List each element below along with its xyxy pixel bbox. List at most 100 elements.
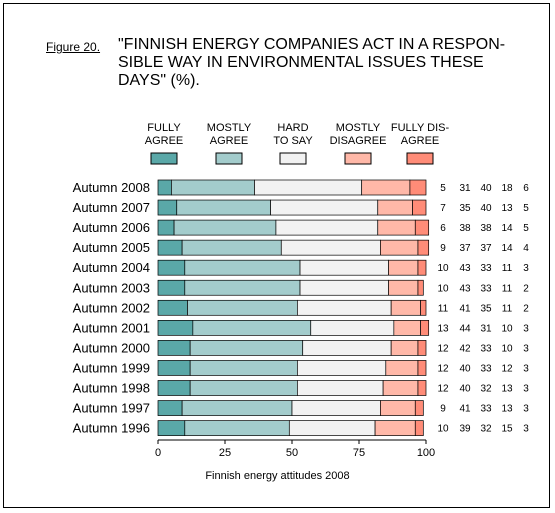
bar-segment bbox=[157, 320, 194, 336]
bar-segment bbox=[390, 299, 421, 316]
bar-segment bbox=[157, 219, 175, 236]
bar-segment bbox=[417, 360, 427, 376]
data-label: 38 bbox=[480, 223, 492, 234]
data-label: 14 bbox=[501, 223, 513, 234]
data-label: 12 bbox=[437, 384, 449, 395]
category-label: Autumn 1999 bbox=[73, 360, 150, 375]
bar-segment bbox=[192, 320, 312, 336]
bar-segment bbox=[417, 239, 430, 256]
data-label: 38 bbox=[459, 223, 471, 234]
category-label: Autumn 2000 bbox=[73, 340, 150, 355]
legend-swatch bbox=[344, 152, 372, 165]
x-tick-label: 75 bbox=[353, 447, 365, 459]
figure-label: Figure 20. bbox=[46, 40, 101, 54]
category-label: Autumn 2001 bbox=[73, 320, 150, 335]
bar-segment bbox=[184, 420, 290, 436]
category-label: Autumn 2005 bbox=[73, 240, 150, 255]
bar-segment bbox=[157, 279, 186, 296]
data-label: 10 bbox=[501, 323, 513, 334]
bar-segment bbox=[157, 380, 191, 396]
data-label: 10 bbox=[437, 263, 449, 274]
data-label: 41 bbox=[459, 303, 471, 314]
bar-segment bbox=[380, 239, 419, 256]
data-label: 32 bbox=[480, 424, 492, 435]
data-label: 40 bbox=[459, 384, 471, 395]
bar-segment bbox=[184, 279, 301, 296]
bar-segment bbox=[388, 259, 419, 276]
bar-segment bbox=[377, 219, 416, 236]
bar-segment bbox=[157, 259, 186, 276]
bar-segment bbox=[181, 239, 282, 256]
legend-label: HARD bbox=[277, 122, 308, 134]
data-label: 10 bbox=[501, 343, 513, 354]
data-label: 4 bbox=[523, 243, 529, 254]
x-tick-label: 0 bbox=[155, 447, 161, 459]
data-label: 44 bbox=[459, 323, 471, 334]
data-label: 5 bbox=[523, 223, 529, 234]
x-tick-label: 25 bbox=[219, 447, 231, 459]
bar-segment bbox=[377, 199, 413, 216]
x-tick-label: 50 bbox=[286, 447, 298, 459]
data-label: 2 bbox=[523, 283, 529, 294]
bar-segment bbox=[157, 239, 183, 256]
legend-label: FULLY bbox=[147, 122, 181, 134]
category-label: Autumn 2008 bbox=[73, 180, 150, 195]
data-label: 5 bbox=[440, 183, 446, 194]
bar-segment bbox=[157, 400, 183, 416]
category-label: Autumn 2003 bbox=[73, 280, 150, 295]
bar-segment bbox=[417, 380, 427, 396]
chart-footer: Finnish energy attitudes 2008 bbox=[205, 470, 350, 482]
bar-segment bbox=[157, 179, 172, 196]
data-label: 11 bbox=[502, 283, 513, 294]
bar-segment bbox=[374, 420, 416, 436]
data-label: 39 bbox=[459, 424, 471, 435]
data-label: 40 bbox=[480, 183, 492, 194]
bar-segment bbox=[157, 299, 188, 316]
data-label: 33 bbox=[480, 343, 492, 354]
data-label: 43 bbox=[459, 263, 471, 274]
bar-segment bbox=[157, 360, 191, 376]
legend-label: FULLY DIS- bbox=[391, 122, 450, 134]
data-label: 10 bbox=[437, 424, 449, 435]
legend-swatch bbox=[150, 152, 178, 165]
data-label: 33 bbox=[480, 363, 492, 374]
bar-segment bbox=[299, 259, 389, 276]
bar-segment bbox=[297, 360, 387, 376]
data-label: 33 bbox=[480, 263, 492, 274]
bar-segment bbox=[270, 199, 379, 216]
bar-segment bbox=[382, 380, 419, 396]
data-label: 42 bbox=[459, 343, 471, 354]
data-label: 13 bbox=[501, 203, 513, 214]
data-label: 43 bbox=[459, 283, 471, 294]
data-label: 13 bbox=[501, 384, 513, 395]
bar-segment bbox=[254, 179, 363, 196]
data-label: 7 bbox=[440, 203, 446, 214]
bar-segment bbox=[176, 199, 271, 216]
bar-segment bbox=[288, 420, 376, 436]
data-label: 32 bbox=[480, 384, 492, 395]
data-label: 11 bbox=[502, 263, 513, 274]
data-label: 37 bbox=[480, 243, 492, 254]
legend-swatch bbox=[406, 152, 434, 165]
data-label: 5 bbox=[523, 203, 529, 214]
bar-segment bbox=[189, 360, 298, 376]
data-label: 11 bbox=[502, 303, 513, 314]
data-label: 3 bbox=[523, 384, 529, 395]
category-label: Autumn 2002 bbox=[73, 300, 150, 315]
data-label: 6 bbox=[523, 183, 529, 194]
data-label: 12 bbox=[437, 343, 449, 354]
bar-segment bbox=[390, 340, 419, 356]
data-label: 3 bbox=[523, 263, 529, 274]
bar-segment bbox=[189, 340, 304, 356]
bar-segment bbox=[393, 320, 421, 336]
data-label: 11 bbox=[438, 303, 449, 314]
data-label: 3 bbox=[523, 363, 529, 374]
data-label: 3 bbox=[523, 323, 529, 334]
legend-label: AGREE bbox=[210, 135, 249, 147]
data-label: 40 bbox=[459, 363, 471, 374]
data-label: 6 bbox=[440, 223, 446, 234]
x-axis: 0 25 50 75 100 bbox=[155, 439, 435, 459]
data-label: 31 bbox=[459, 183, 471, 194]
